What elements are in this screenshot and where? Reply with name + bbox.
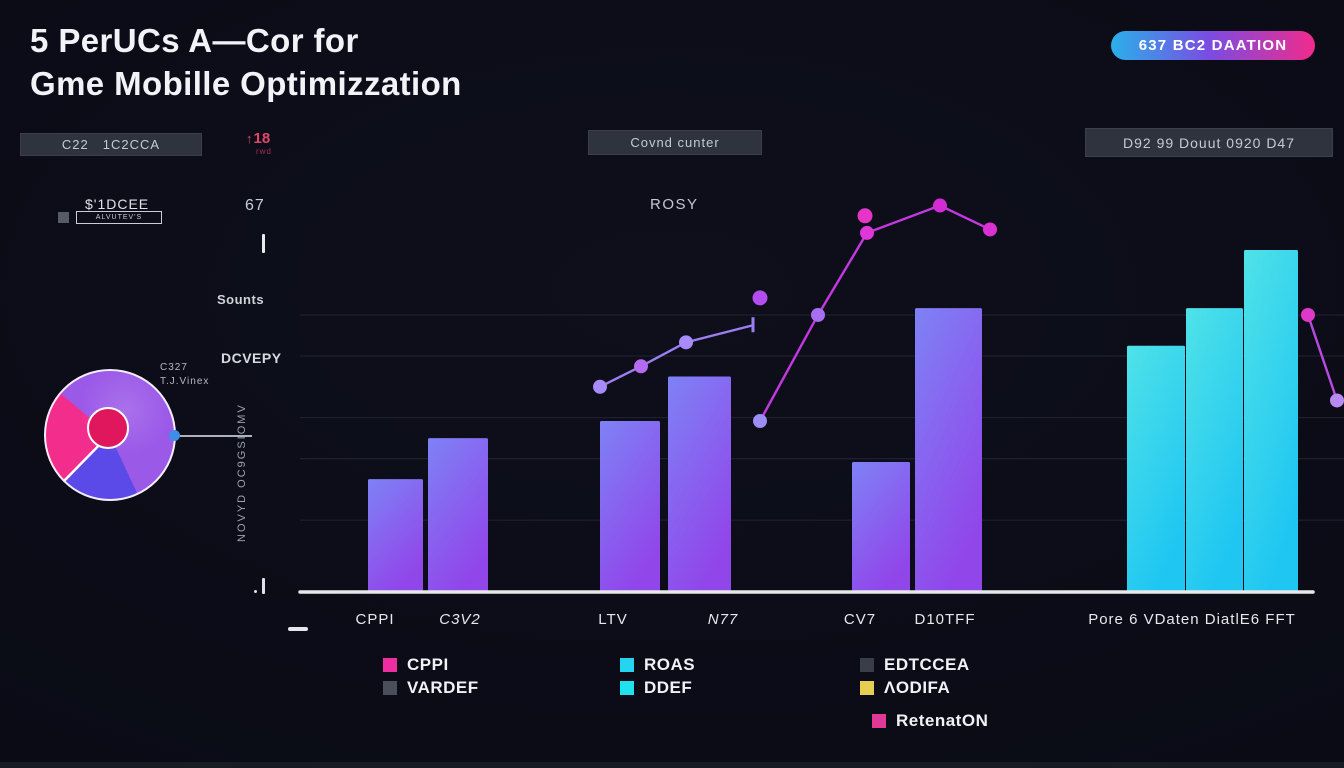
data-point — [811, 307, 825, 322]
legend-swatch — [860, 657, 874, 672]
label-sounts: Sounts — [217, 292, 265, 307]
up-metric: ↑18 rwd — [246, 131, 272, 156]
legend-label: CPPI — [407, 654, 449, 674]
x-axis-label: CV7 — [843, 611, 877, 628]
bar-violet — [368, 479, 423, 592]
legend-label: VARDEF — [407, 677, 479, 697]
filter-box-left[interactable]: C22 1C2CCA — [20, 133, 202, 156]
data-point — [1330, 393, 1344, 408]
legend-swatch — [383, 657, 397, 672]
data-point — [857, 208, 873, 224]
x-axis-label: D10TFF — [914, 611, 976, 628]
pie-annotation-line2: T.J.Vinex — [160, 376, 210, 387]
legend-swatch — [383, 680, 397, 695]
label-dcvepy: DCVEPY — [221, 350, 282, 366]
kpi-tag[interactable]: ALVUTEV'S — [76, 211, 162, 224]
legend-item-vardef[interactable]: VARDEF — [383, 676, 479, 699]
x-axis-label: LTV — [598, 611, 628, 628]
legend-swatch — [872, 713, 886, 728]
data-point — [933, 198, 947, 213]
bar-violet — [600, 421, 660, 592]
filter-box-center[interactable]: Covnd cunter — [588, 130, 762, 155]
kpi-title: $'1DCEE — [85, 196, 150, 212]
legend-label: EDTCCEA — [884, 654, 970, 674]
legend-swatch — [620, 657, 634, 672]
bar-violet — [852, 462, 910, 592]
x-axis-label: Pore 6 VDaten DiatlE6 FFT — [1088, 611, 1296, 628]
data-point — [1301, 307, 1315, 322]
bottom-strip — [0, 762, 1344, 768]
legend-label: DDEF — [644, 677, 693, 697]
pie-annotation-line1: C327 — [160, 362, 188, 373]
kpi-value: 67 — [245, 197, 265, 214]
x-axis-label: N77 — [707, 611, 739, 628]
page-title-line1: 5 PerUCs A—Cor for — [30, 22, 359, 59]
legend-label: ΛODIFA — [884, 677, 951, 697]
bar-violet — [428, 438, 488, 592]
bar-cyan — [1244, 250, 1298, 592]
legend-column: CPPI VARDEF — [383, 653, 479, 699]
axis-dash — [288, 627, 308, 631]
up-metric-sub: rwd — [256, 147, 272, 156]
pie-chart — [44, 369, 176, 501]
filter-box-left-code: C22 — [61, 137, 89, 152]
legend-item-retenaton[interactable]: RetenatON — [872, 709, 988, 732]
bar-cyan — [1186, 308, 1243, 592]
legend-column: ROAS DDEF — [620, 653, 695, 699]
page-title-line2: Gme Mobille Optimizzation — [30, 64, 462, 102]
header-badge-button[interactable]: 637 BC2 DAATION — [1111, 31, 1315, 60]
up-metric-value: 18 — [253, 130, 271, 147]
pie-marker-dot — [169, 430, 180, 441]
data-point — [753, 414, 767, 428]
legend-item-roas[interactable]: ROAS — [620, 653, 695, 676]
data-point — [593, 379, 607, 394]
kpi-bullet-icon — [58, 212, 69, 223]
data-point — [860, 225, 874, 240]
pie-annotation: C327 T.J.Vinex — [160, 361, 209, 389]
filter-box-right[interactable]: D92 99 Douut 0920 D47 — [1085, 128, 1333, 157]
legend-item-ddef[interactable]: DDEF — [620, 676, 695, 699]
data-point — [634, 359, 648, 374]
tick-mark — [262, 234, 265, 253]
data-point — [983, 222, 997, 237]
x-axis-label: C3V2 — [439, 611, 481, 628]
x-axis-label: CPPI — [355, 611, 395, 628]
line-3 — [1306, 313, 1339, 402]
line-1 — [598, 324, 755, 388]
pie-center-dot — [87, 407, 129, 449]
legend-item-λodifa[interactable]: ΛODIFA — [860, 676, 988, 699]
page-title: 5 PerUCs A—Cor for Gme Mobille Optimizza… — [30, 20, 462, 106]
legend-swatch — [860, 680, 874, 695]
legend-label: RetenatON — [896, 710, 989, 730]
bar-cyan — [1127, 345, 1185, 592]
bar-violet — [915, 308, 982, 592]
legend-label: ROAS — [644, 654, 696, 674]
up-arrow-icon: ↑ — [246, 131, 253, 146]
kpi-row: ALVUTEV'S — [58, 211, 162, 224]
legend-column: EDTCCEA ΛODIFA RetenatON — [860, 653, 988, 732]
legend-item-cppi[interactable]: CPPI — [383, 653, 479, 676]
chart-label-rosy: ROSY — [650, 196, 699, 213]
data-point — [679, 335, 693, 350]
filter-box-left-value: 1C2CCA — [102, 137, 161, 152]
legend-swatch — [620, 680, 634, 695]
bar-violet — [668, 376, 731, 592]
tick-mark — [262, 578, 265, 594]
legend-item-edtccea[interactable]: EDTCCEA — [860, 653, 988, 676]
tick-dot — [254, 590, 257, 593]
data-point — [752, 290, 768, 306]
pie-pointer-line — [180, 435, 252, 437]
